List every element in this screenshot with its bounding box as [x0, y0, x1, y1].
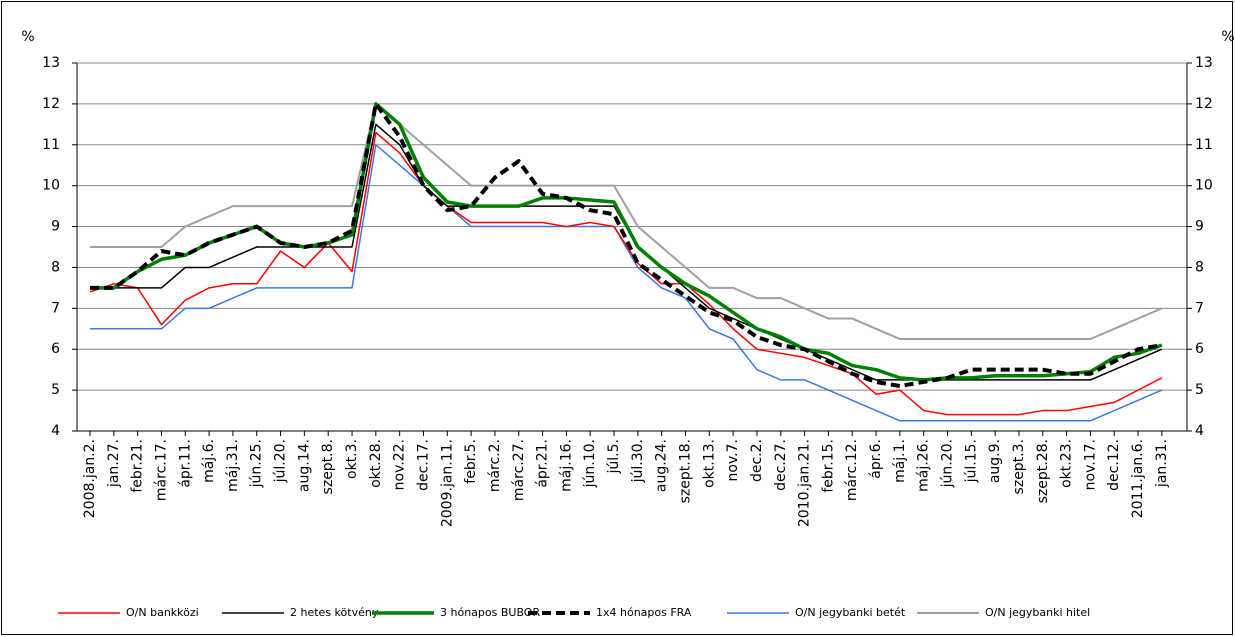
y2-tick-label: 11: [1195, 137, 1213, 153]
y2-tick-label: 6: [1195, 341, 1204, 357]
x-tick-label: ápr.11.: [177, 439, 193, 488]
x-tick-label: ápr.6.: [868, 439, 884, 479]
series-line: [89, 131, 1163, 416]
series-line: [90, 144, 1163, 422]
x-tick-label: febr.15.: [820, 439, 836, 493]
x-tick-label: nov.22.: [392, 439, 408, 490]
x-tick-label: jún.20.: [940, 439, 956, 488]
x-tick-label: okt.28.: [368, 439, 384, 488]
y-tick-label: 8: [51, 259, 60, 275]
x-tick-label: szept.18.: [677, 439, 693, 503]
x-tick-label: márc.2.: [487, 439, 503, 492]
x-tick-label: 2008.jan.2.: [82, 439, 98, 518]
y2-axis-label: %: [1221, 29, 1234, 45]
y2-tick-label: 4: [1195, 423, 1204, 439]
x-tick-label: ápr.21.: [535, 439, 551, 488]
legend-label: O/N jegybanki betét: [795, 606, 906, 619]
x-tick-label: máj.31.: [225, 439, 241, 492]
y2-tick-label: 12: [1195, 96, 1213, 112]
y2-tick-label: 8: [1195, 259, 1204, 275]
x-tick-label: jan.27.: [106, 439, 122, 488]
y-axis-label: %: [21, 29, 34, 45]
x-tick-label: júl.15.: [963, 439, 979, 483]
x-tick-label: dec.12.: [1106, 439, 1122, 491]
x-tick-label: júl.5.: [606, 439, 622, 474]
x-tick-label: dec.27.: [773, 439, 789, 491]
x-tick-label: okt.13.: [701, 439, 717, 488]
x-tick-label: jún.25.: [249, 439, 265, 488]
y-tick-label: 13: [42, 55, 60, 71]
series-line: [90, 102, 1163, 340]
y-tick-label: 4: [51, 423, 60, 439]
y2-tick-label: 10: [1195, 178, 1213, 194]
x-tick-label: febr.21.: [130, 439, 146, 493]
legend-label: O/N bankközi: [126, 606, 199, 619]
x-tick-label: jún.10.: [582, 439, 598, 488]
x-tick-label: febr.5.: [463, 439, 479, 484]
x-tick-label: máj.26.: [916, 439, 932, 492]
y-tick-label: 6: [51, 341, 60, 357]
x-tick-label: 2010.jan.21.: [797, 439, 813, 527]
x-tick-label: dec.2.: [749, 439, 765, 482]
y-tick-label: 5: [51, 382, 60, 398]
x-tick-label: szept.8.: [320, 439, 336, 494]
x-tick-label: jan.31.: [1154, 439, 1170, 488]
legend-label: O/N jegybanki hitel: [985, 606, 1090, 619]
y2-tick-label: 9: [1195, 219, 1204, 235]
x-tick-label: máj.6.: [201, 439, 217, 483]
x-tick-label: máj.1.: [892, 439, 908, 483]
x-tick-label: szept.28.: [1035, 439, 1051, 503]
y2-tick-label: 13: [1195, 55, 1213, 71]
x-tick-label: szept.3.: [1011, 439, 1027, 494]
y2-tick-label: 7: [1195, 300, 1204, 316]
x-tick-label: máj.16.: [558, 439, 574, 492]
x-tick-label: júl.20.: [273, 439, 289, 483]
series-line: [90, 101, 1163, 389]
x-tick-label: nov.7.: [725, 439, 741, 481]
x-tick-label: okt.3.: [344, 439, 360, 479]
x-tick-label: márc.12.: [844, 439, 860, 501]
x-tick-label: 2011.jan.6.: [1130, 439, 1146, 518]
x-tick-label: nov.17.: [1082, 439, 1098, 490]
y-tick-label: 10: [42, 178, 60, 194]
x-tick-label: dec.17.: [415, 439, 431, 491]
legend-label: 3 hónapos BUBOR: [440, 606, 540, 619]
x-tick-label: aug.14.: [296, 439, 312, 492]
y2-tick-label: 5: [1195, 382, 1204, 398]
x-tick-label: márc.27.: [511, 439, 527, 501]
x-tick-label: márc.17.: [153, 439, 169, 501]
x-tick-label: 2009.jan.11.: [439, 439, 455, 527]
x-tick-label: aug.9.: [987, 439, 1003, 483]
y-tick-label: 9: [51, 219, 60, 235]
x-tick-label: aug.24.: [654, 439, 670, 492]
y-tick-label: 11: [42, 137, 60, 153]
x-tick-label: júl.30.: [630, 439, 646, 483]
x-tick-label: okt.23.: [1059, 439, 1075, 488]
legend-label: 2 hetes kötvény: [290, 606, 379, 619]
y-tick-label: 12: [42, 96, 60, 112]
y-tick-label: 7: [51, 300, 60, 316]
legend-label: 1x4 hónapos FRA: [596, 606, 692, 619]
